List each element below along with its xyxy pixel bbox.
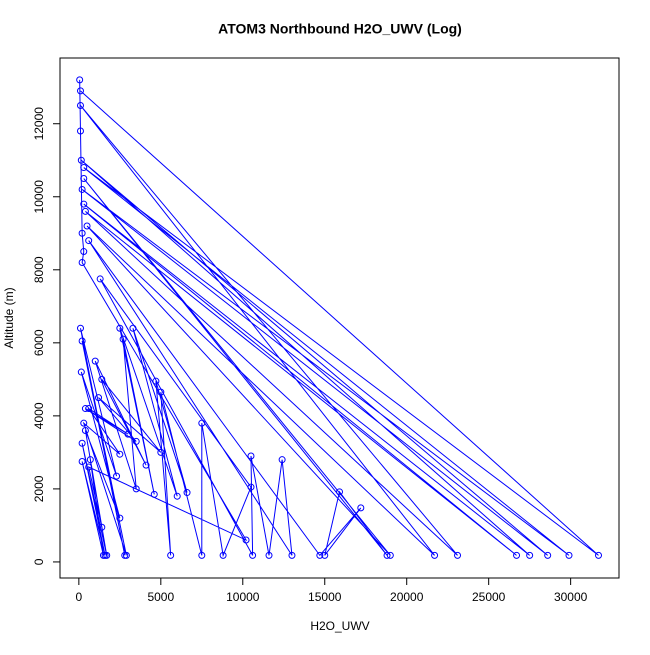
data-point [78,458,86,466]
data-point [357,504,365,512]
data-point [152,377,160,385]
x-tick-label: 20000 [390,590,424,604]
x-tick-label: 15000 [308,590,342,604]
data-point [81,207,89,215]
x-tick-label: 0 [76,590,83,604]
data-point [157,388,165,396]
data-point [91,357,99,365]
data-point [321,551,329,559]
data-point [173,492,181,500]
data-point [116,514,124,522]
data-point [77,156,85,164]
y-tick-label: 0 [32,558,46,565]
y-tick-label: 8000 [32,256,46,283]
data-point [116,450,124,458]
data-point [80,175,88,183]
data-point [383,551,391,559]
data-point [249,551,257,559]
data-point [98,375,106,383]
data-point [454,551,462,559]
y-tick-label: 10000 [32,180,46,214]
data-point [526,551,534,559]
data-point [76,87,84,95]
data-point [98,523,106,531]
data-point [157,448,165,456]
data-point [78,439,86,447]
data-point [80,164,88,172]
data-point [81,405,89,413]
data-point [565,551,573,559]
data-point [119,335,127,343]
data-point [78,258,86,266]
data-point [80,200,88,208]
chart-title: ATOM3 Northbound H2O_UWV (Log) [218,21,462,37]
data-point [81,426,89,434]
data-point [99,551,107,559]
data-point [83,222,91,230]
x-tick-label: 30000 [554,590,588,604]
data-point [198,551,206,559]
data-point [78,337,86,345]
x-axis-label: H2O_UWV [310,619,369,633]
data-point [95,394,103,402]
data-point [132,485,140,493]
data-point [336,488,343,496]
data-point [219,551,227,559]
data-point [278,456,286,464]
data-point [86,456,94,464]
data-point [183,489,191,497]
data-point [167,551,175,559]
data-point [78,185,86,193]
data-point [150,490,158,498]
data-point [76,101,84,109]
data-point [77,368,85,376]
data-point [247,483,255,491]
plot-frame [59,57,620,579]
data-point [142,461,150,469]
data-point [76,76,84,84]
data-point [85,405,93,413]
data-point [76,127,84,135]
y-tick-label: 4000 [32,402,46,429]
y-tick-label: 6000 [32,329,46,356]
data-point [242,536,250,544]
x-tick-label: 5000 [147,590,174,604]
data-point [288,551,296,559]
data-point [386,551,394,559]
data-point [316,551,324,559]
data-point [595,551,603,559]
data-point [85,463,93,471]
data-point [431,551,439,559]
data-point [80,419,88,427]
data-point [513,551,521,559]
data-point [198,419,206,427]
data-point [96,275,104,283]
y-tick-label: 12000 [32,107,46,141]
x-tick-label: 10000 [226,590,260,604]
data-line [79,79,599,558]
data-point [544,551,552,559]
y-tick-label: 2000 [32,475,46,502]
x-tick-label: 25000 [472,590,506,604]
data-point [80,248,88,256]
data-point [129,324,137,332]
data-point [121,551,129,559]
data-point [132,437,140,445]
data-point [265,551,273,559]
data-point [76,324,84,332]
data-point [113,472,121,480]
y-axis-label: Altitude (m) [2,287,16,348]
data-point [116,324,124,332]
data-point [78,229,86,237]
data-point [124,430,132,438]
data-point [247,452,255,460]
data-point [85,237,93,245]
